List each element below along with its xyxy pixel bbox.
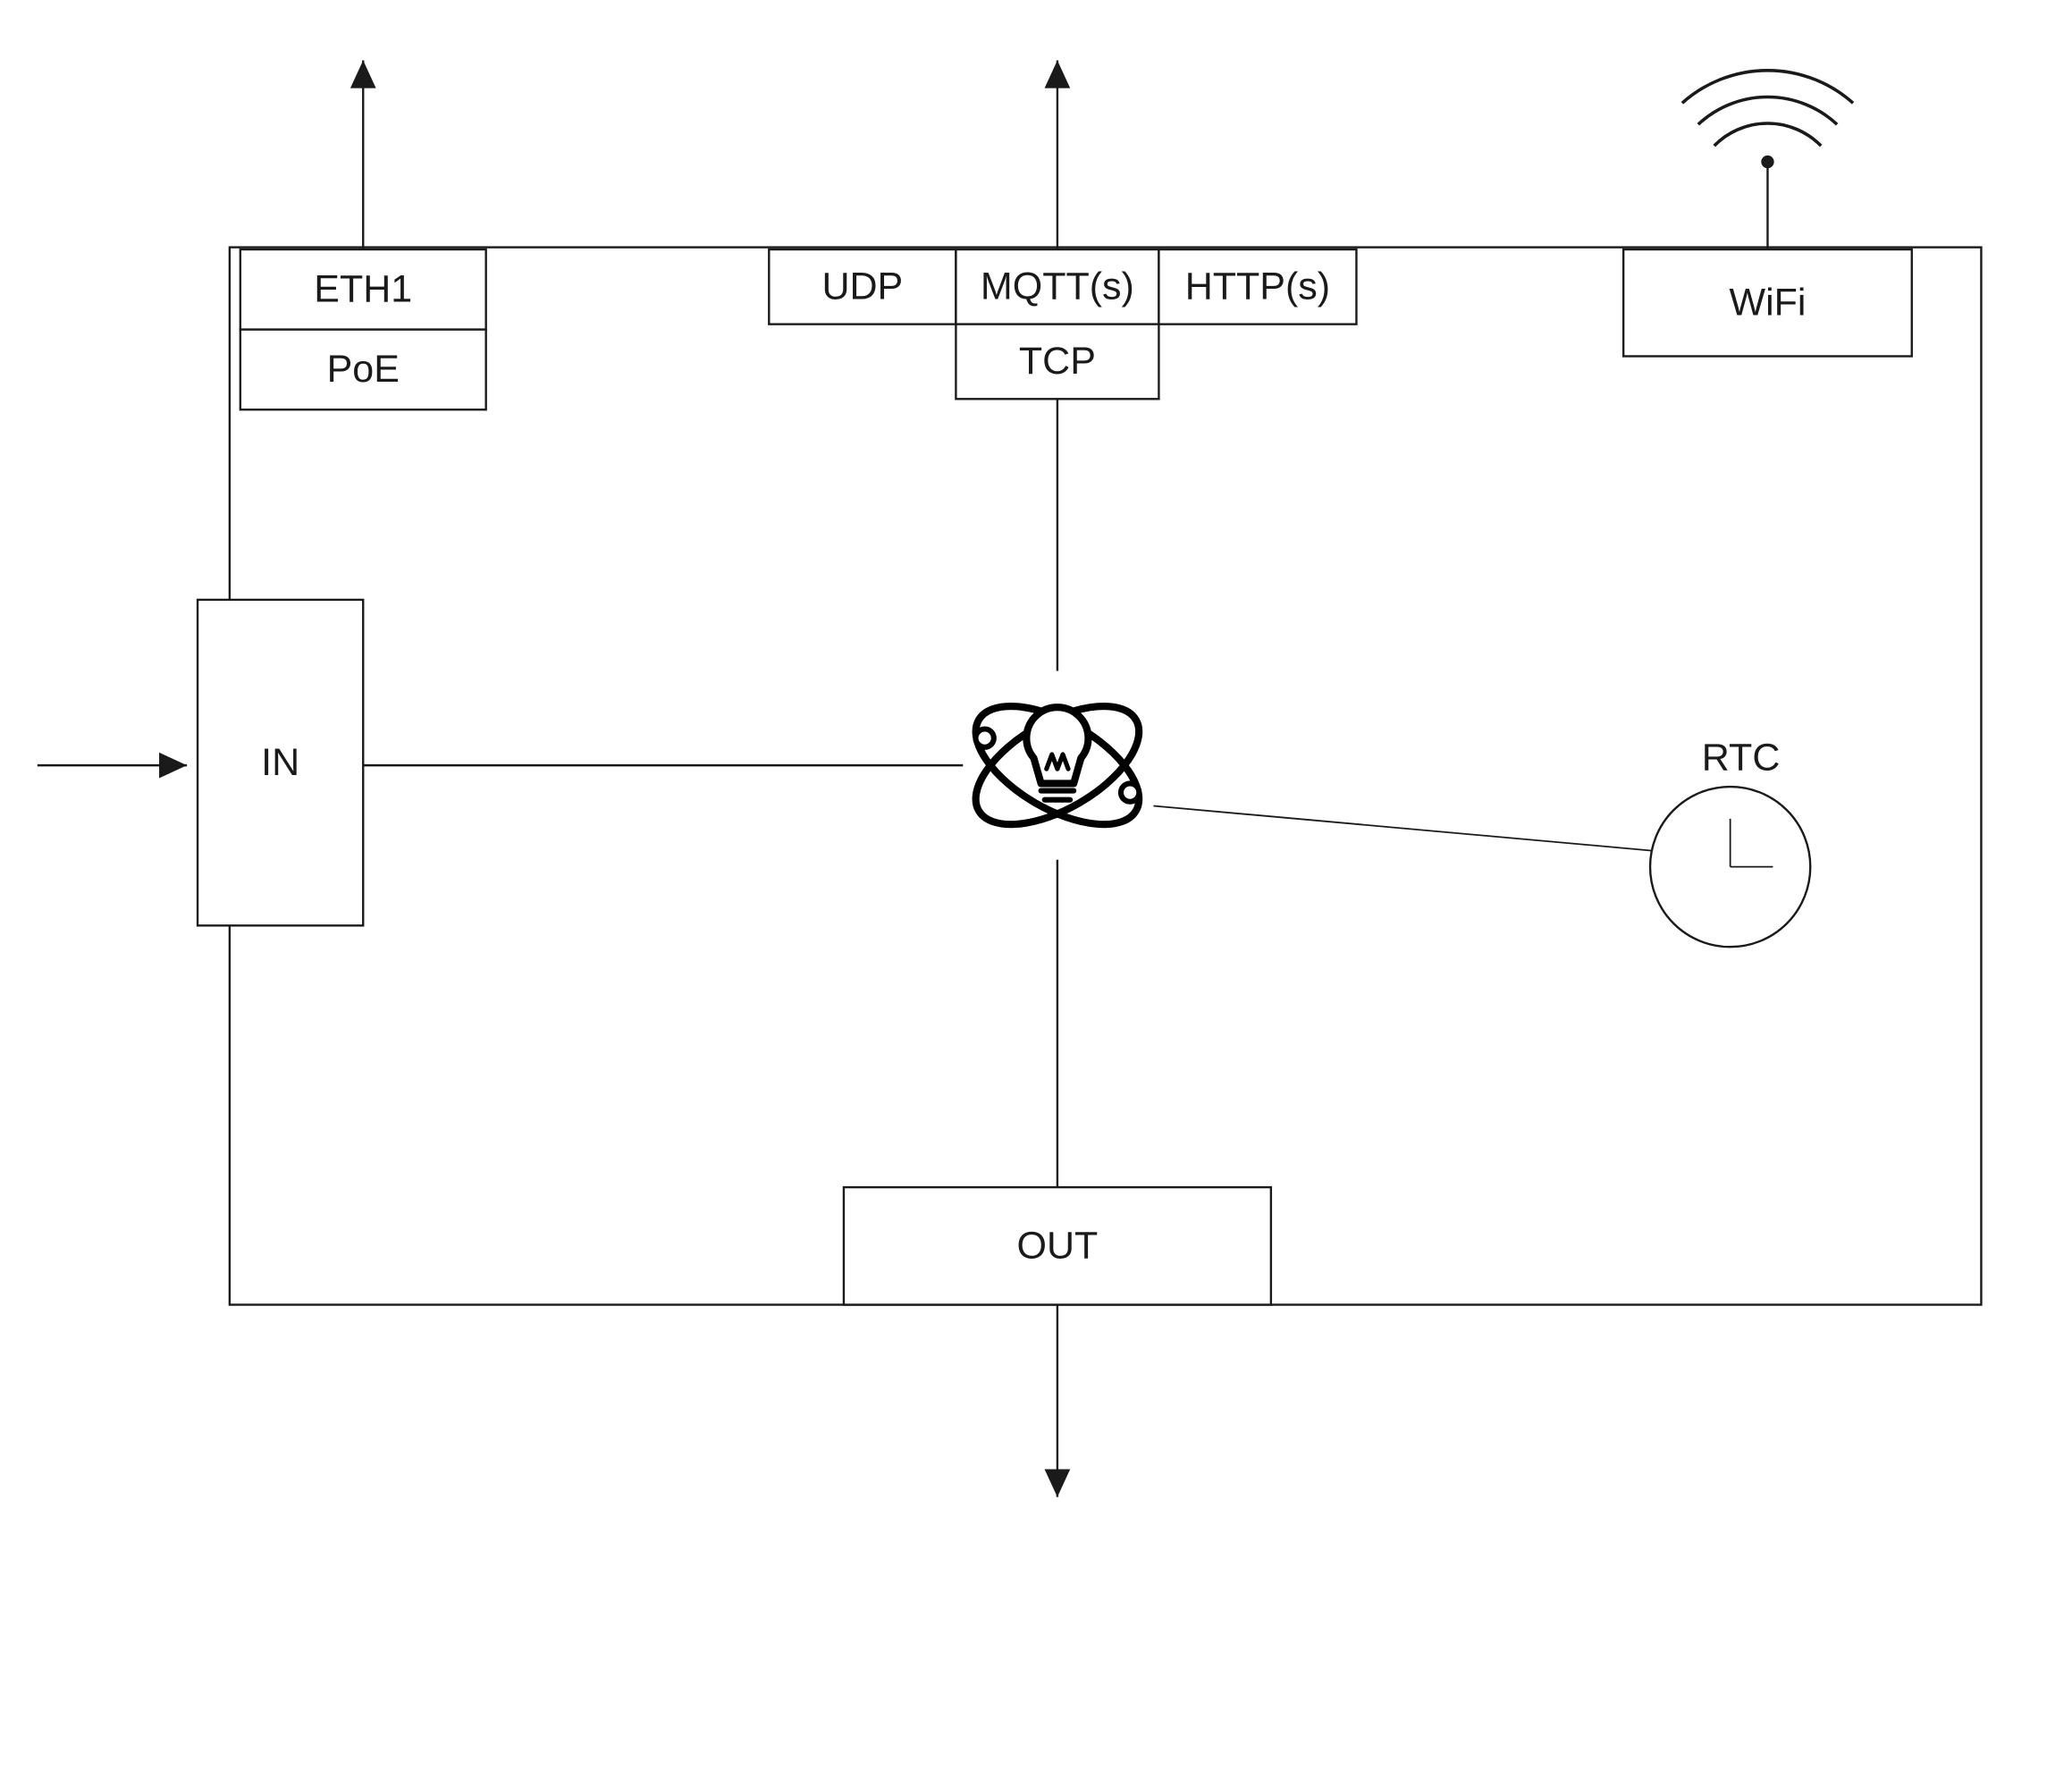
out-arrow-head	[1045, 1470, 1071, 1497]
wifi-arc-1	[1698, 97, 1837, 124]
mqtt-label: MQTT(s)	[981, 266, 1134, 308]
http-label: HTTP(s)	[1185, 266, 1330, 308]
udp-label: UDP	[821, 266, 903, 308]
wifi-arc-0	[1714, 123, 1821, 146]
tcp-label: TCP	[1019, 340, 1096, 383]
wifi-label: WiFi	[1729, 281, 1806, 324]
eth-arrow-head	[350, 61, 376, 89]
rtc-label: RTC	[1702, 737, 1781, 780]
block-diagram: ETH1 PoE UDP MQTT(s) HTTP(s) TCP WiFi IN OUT RTC	[0, 0, 2072, 1787]
net-arrow-head	[1045, 61, 1071, 89]
poe-label: PoE	[327, 348, 400, 391]
in-arrow-head	[159, 753, 187, 779]
wifi-dot	[1761, 156, 1773, 168]
out-label: OUT	[1017, 1225, 1099, 1268]
in-label: IN	[261, 741, 299, 784]
eth1-label: ETH1	[314, 268, 412, 311]
